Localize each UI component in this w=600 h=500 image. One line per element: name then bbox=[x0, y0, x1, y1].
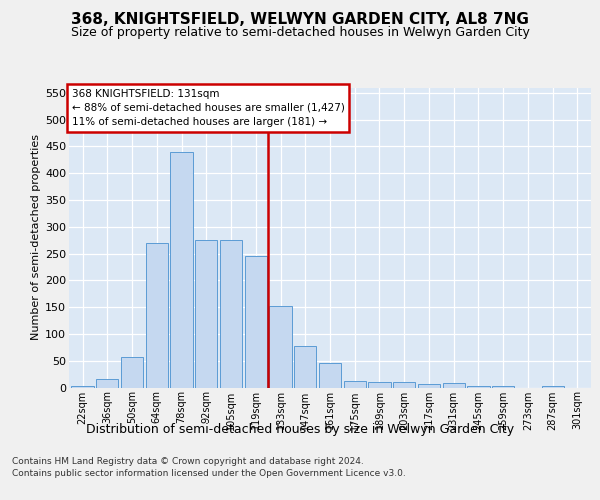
Bar bbox=[220, 240, 242, 388]
Bar bbox=[71, 386, 94, 388]
Y-axis label: Number of semi-detached properties: Number of semi-detached properties bbox=[31, 134, 41, 340]
Bar bbox=[269, 306, 292, 388]
Bar bbox=[294, 346, 316, 388]
Bar bbox=[146, 243, 168, 388]
Bar bbox=[170, 152, 193, 388]
Bar bbox=[492, 386, 514, 388]
Bar bbox=[542, 386, 564, 388]
Text: Distribution of semi-detached houses by size in Welwyn Garden City: Distribution of semi-detached houses by … bbox=[86, 422, 514, 436]
Bar bbox=[344, 381, 366, 388]
Bar bbox=[96, 379, 118, 388]
Bar bbox=[319, 363, 341, 388]
Bar bbox=[467, 386, 490, 388]
Text: 368 KNIGHTSFIELD: 131sqm
← 88% of semi-detached houses are smaller (1,427)
11% o: 368 KNIGHTSFIELD: 131sqm ← 88% of semi-d… bbox=[71, 89, 344, 127]
Bar bbox=[245, 256, 267, 388]
Text: Contains HM Land Registry data © Crown copyright and database right 2024.
Contai: Contains HM Land Registry data © Crown c… bbox=[12, 458, 406, 478]
Text: 368, KNIGHTSFIELD, WELWYN GARDEN CITY, AL8 7NG: 368, KNIGHTSFIELD, WELWYN GARDEN CITY, A… bbox=[71, 12, 529, 28]
Bar bbox=[121, 357, 143, 388]
Bar bbox=[393, 382, 415, 388]
Bar bbox=[418, 384, 440, 388]
Text: Size of property relative to semi-detached houses in Welwyn Garden City: Size of property relative to semi-detach… bbox=[71, 26, 529, 39]
Bar bbox=[443, 383, 465, 388]
Bar bbox=[195, 240, 217, 388]
Bar bbox=[368, 382, 391, 388]
